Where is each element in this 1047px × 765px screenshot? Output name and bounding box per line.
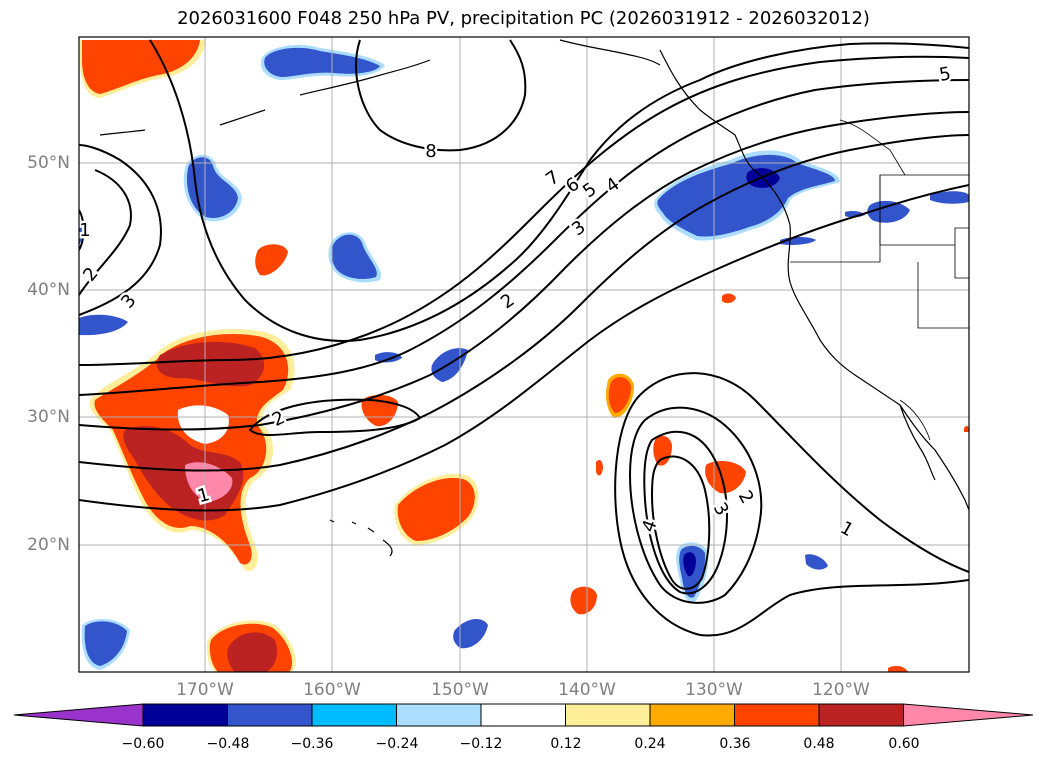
- lon-label: 140°W: [558, 680, 616, 700]
- colorbar-segment: [396, 703, 482, 727]
- precip-small-3-inner: [397, 477, 475, 541]
- precip-neg-4: [431, 348, 468, 382]
- precip-blob-central-dark2: [156, 341, 265, 387]
- precip-neg-7: [79, 222, 83, 245]
- precip-small-5: [653, 435, 672, 466]
- pv-contour-8: [355, 39, 527, 152]
- coastlines: [99, 39, 969, 557]
- colorbar-segment: [565, 703, 651, 727]
- lat-lon-grid: [79, 37, 969, 672]
- colorbar-segment: [227, 703, 313, 727]
- colorbar-tick: −0.12: [459, 736, 503, 752]
- pv-contour-1-outer: [639, 372, 969, 573]
- colorbar-tick: 0.24: [634, 736, 666, 752]
- precip-neg-10: [867, 200, 910, 223]
- colorbar-segment: [142, 703, 228, 727]
- pv-contour-4-right: [650, 455, 711, 590]
- colorbar-tick: −0.48: [206, 736, 250, 752]
- precip-small-7: [570, 586, 597, 615]
- lat-label: 20°N: [27, 535, 70, 555]
- precip-neg-13: [805, 554, 828, 570]
- colorbar-segment: [818, 703, 904, 727]
- colorbar-tick: 0.60: [888, 736, 920, 752]
- pv-contour-6: [79, 55, 969, 366]
- contour-label: 1: [79, 220, 90, 241]
- precip-neg-5: [375, 352, 402, 363]
- precip-blob-central-pink: [185, 462, 233, 502]
- colorbar-extend-low: [13, 703, 144, 727]
- precip-small-9: [722, 293, 736, 304]
- precip-neg-15-inner: [84, 621, 127, 666]
- lat-label: 40°N: [27, 280, 70, 300]
- precip-neg-14: [453, 618, 488, 649]
- colorbar-tick: −0.24: [375, 736, 419, 752]
- colorbar-tick: 0.48: [803, 736, 835, 752]
- precip-neg-12-dark: [683, 552, 696, 577]
- contour-label: 8: [425, 141, 436, 162]
- pv-contour-3-left: [79, 144, 162, 316]
- lon-label: 130°W: [685, 680, 743, 700]
- lat-label: 30°N: [27, 407, 70, 427]
- precip-small-4-inner: [608, 377, 631, 413]
- precip-neg-2-inner: [186, 157, 238, 218]
- pv-contour-2-left: [79, 169, 132, 296]
- colorbar-tick: −0.60: [121, 736, 165, 752]
- colorbar-tick: −0.36: [290, 736, 334, 752]
- pv-contour-2-right: [628, 406, 763, 604]
- precip-neg-6: [79, 314, 128, 336]
- precip-neg-1-inner: [264, 47, 380, 77]
- precip-neg-17: [940, 193, 962, 200]
- colorbar-segment: [480, 703, 566, 727]
- pv-contour-3-right: [643, 430, 728, 595]
- lon-label: 150°W: [431, 680, 489, 700]
- pv-contour-2-closed: [248, 398, 422, 436]
- lon-label: 170°W: [176, 680, 234, 700]
- colorbar-segment: [649, 703, 735, 727]
- pv-contour-4: [79, 111, 969, 431]
- pv-contour-1-left: [79, 209, 85, 251]
- precip-hole: [177, 405, 229, 444]
- precip-neg-8-inner: [657, 154, 835, 237]
- colorbar-segment: [734, 703, 820, 727]
- precip-small-1: [255, 244, 288, 276]
- precip-small-10: [596, 460, 603, 476]
- pv-contour-1-lower: [614, 394, 969, 637]
- colorbar-segment: [311, 703, 397, 727]
- lat-label: 50°N: [27, 153, 70, 173]
- precip-small-11: [888, 665, 908, 672]
- colorbar: [13, 703, 1034, 727]
- precip-small-12: [964, 425, 969, 432]
- plot-frame: [78, 36, 970, 673]
- pv-contours: [79, 39, 969, 637]
- pv-contour-7: [149, 39, 969, 342]
- precip-blob-nw-inner: [82, 40, 200, 94]
- pv-contour-2: [79, 184, 969, 512]
- precip-small-6: [705, 460, 746, 494]
- lon-label: 120°W: [812, 680, 870, 700]
- colorbar-tick: 0.36: [719, 736, 751, 752]
- pv-contour-3: [79, 134, 969, 472]
- colorbar-tick: 0.12: [550, 736, 582, 752]
- map-title: 2026031600 F048 250 hPa PV, precipitatio…: [177, 8, 870, 29]
- precip-neg-3-inner: [331, 234, 377, 279]
- precip-small-8-dark: [227, 632, 277, 672]
- colorbar-extend-high: [903, 703, 1034, 727]
- lon-label: 160°W: [303, 680, 361, 700]
- pv-contour-5: [79, 79, 969, 396]
